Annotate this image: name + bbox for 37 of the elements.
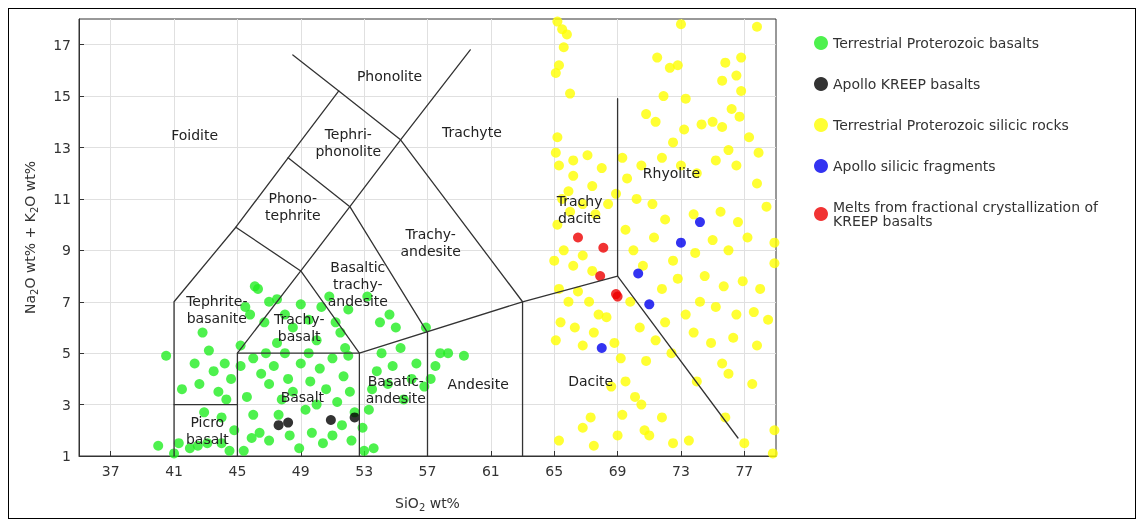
legend-label: Apollo KREEP basalts — [833, 76, 981, 92]
x-tick-label: 57 — [418, 463, 437, 479]
x-tick-label: 41 — [165, 463, 183, 479]
y-tick-label: 13 — [53, 139, 71, 156]
annotation: Basaltic trachy- andesite — [327, 258, 388, 309]
y-tick-label: 9 — [62, 242, 71, 259]
x-tick-label: 37 — [101, 463, 120, 479]
x-tick-label: 53 — [355, 463, 374, 479]
x-tick-label: 45 — [228, 463, 247, 479]
annotation: Dacite — [568, 373, 614, 390]
legend-label: Apollo silicic fragments — [833, 158, 996, 174]
annotation: Foidite — [171, 126, 219, 143]
y-tick-label: 1 — [62, 448, 71, 464]
y-axis-title: Na2O wt% + K2O wt% — [22, 160, 40, 315]
y-tick-label: 11 — [53, 190, 71, 207]
annotation: Trachy- andesite — [400, 226, 461, 260]
annotation: Phono- tephrite — [265, 190, 321, 224]
x-tick-label: 65 — [545, 463, 564, 479]
legend-label: Terrestrial Proterozoic basalts — [832, 35, 1039, 51]
y-tick-label: 17 — [53, 36, 71, 53]
annotation: Tephri- phonolite — [315, 125, 382, 159]
legend-label: Melts from fractional crystallization of KREEP basalts — [833, 199, 1103, 229]
x-tick-label: 61 — [481, 463, 500, 479]
x-tick-label: 73 — [672, 463, 690, 479]
legend-label: Terrestrial Proterozoic silicic rocks — [832, 117, 1069, 133]
y-tick-label: 5 — [62, 345, 71, 362]
annotation: Phonolite — [356, 67, 423, 84]
y-tick-label: 15 — [53, 88, 71, 105]
annotation: Trachyte — [440, 124, 502, 141]
annotation: Andesite — [447, 376, 509, 393]
x-tick-label: 77 — [735, 463, 754, 479]
annotation: Picro basalt — [185, 413, 230, 447]
annotation: Tephrite- basanite — [185, 292, 248, 326]
x-tick-label: 49 — [291, 463, 310, 479]
y-tick-label: 7 — [62, 293, 71, 310]
y-tick-label: 3 — [62, 396, 71, 413]
x-tick-label: 69 — [608, 463, 627, 479]
